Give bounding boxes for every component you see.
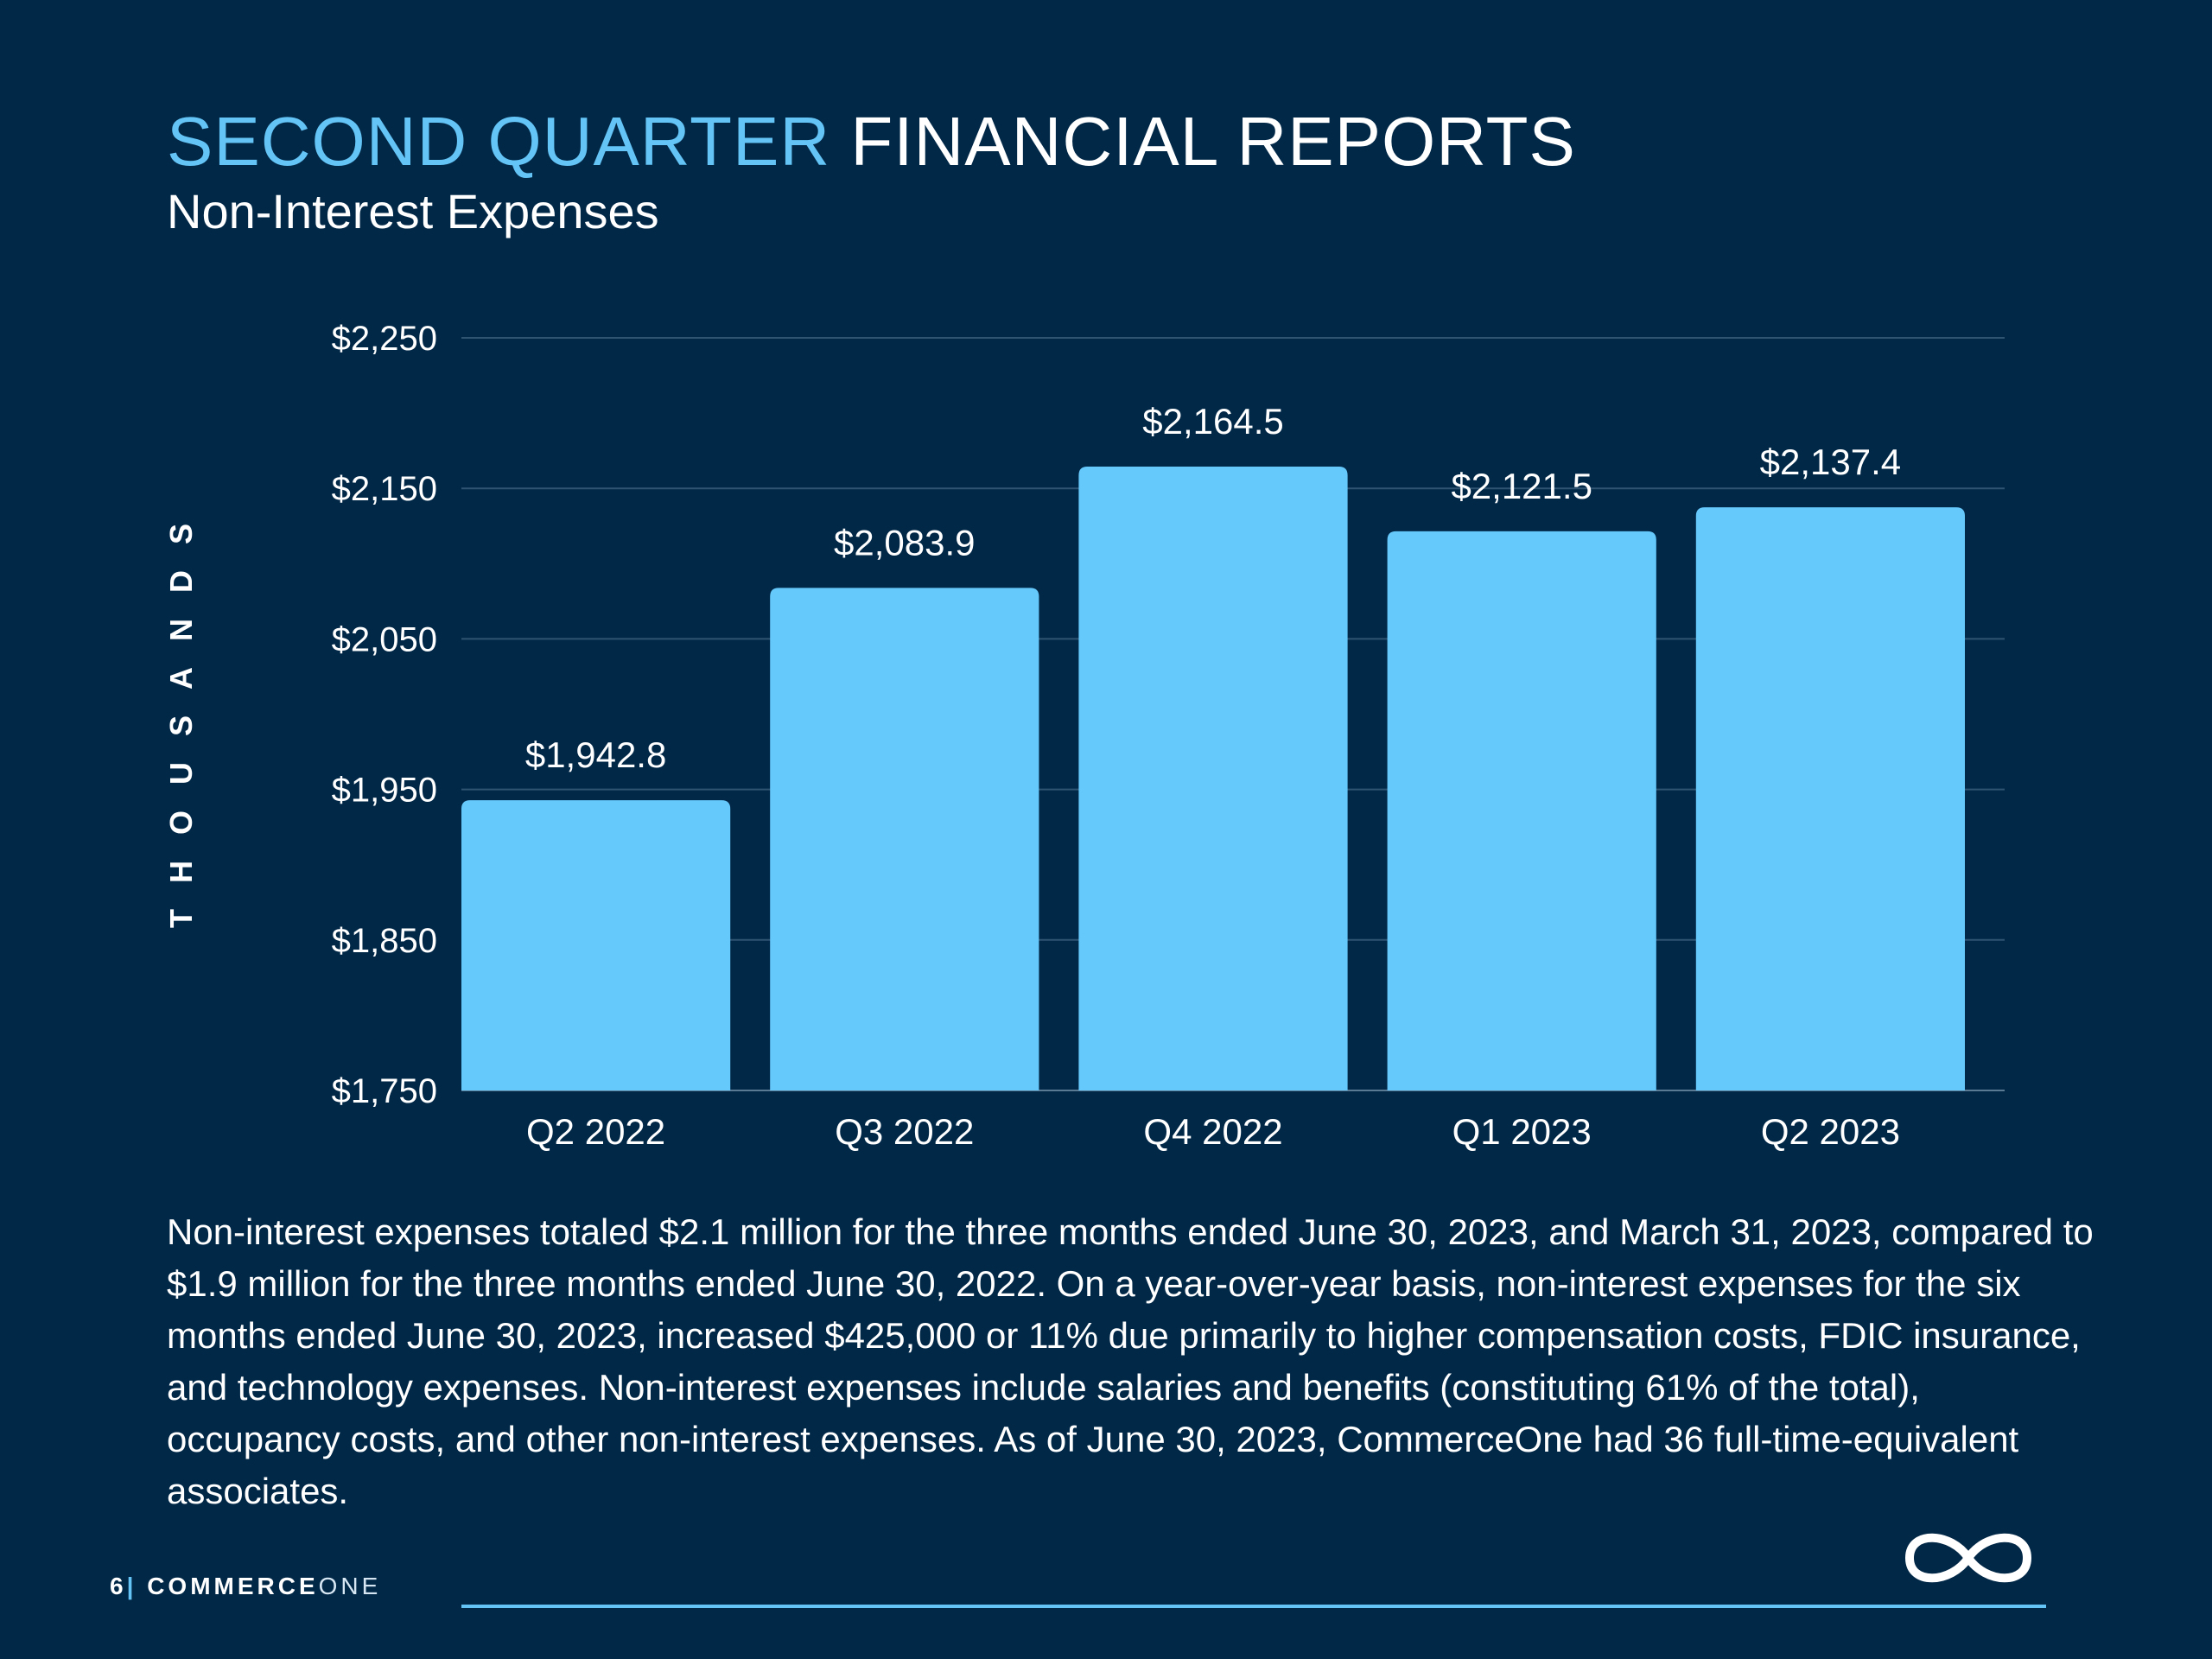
title-accent: SECOND QUARTER bbox=[167, 103, 831, 180]
bar-value-label: $2,083.9 bbox=[834, 522, 976, 563]
x-tick-label: Q3 2022 bbox=[835, 1111, 974, 1152]
footer-separator: | bbox=[126, 1573, 137, 1599]
x-tick-label: Q2 2023 bbox=[1761, 1111, 1900, 1152]
bar bbox=[461, 800, 731, 1090]
title-rest: FINANCIAL REPORTS bbox=[850, 103, 1576, 180]
description-paragraph: Non-interest expenses totaled $2.1 milli… bbox=[167, 1211, 2094, 1511]
infinity-icon bbox=[1905, 1533, 2031, 1583]
bar-value-label: $2,164.5 bbox=[1142, 401, 1284, 442]
page-number: 6 bbox=[110, 1573, 127, 1599]
bar bbox=[1695, 507, 1965, 1090]
bar bbox=[770, 588, 1039, 1090]
x-tick-label: Q4 2022 bbox=[1143, 1111, 1282, 1152]
bar bbox=[1078, 466, 1348, 1090]
footer-rule bbox=[461, 1605, 2046, 1608]
bar-value-label: $2,121.5 bbox=[1451, 466, 1592, 506]
page-title: SECOND QUARTER FINANCIAL REPORTS bbox=[167, 99, 1576, 185]
y-tick-label: $2,250 bbox=[332, 320, 437, 358]
y-tick-label: $1,950 bbox=[332, 772, 437, 810]
y-tick-label: $2,050 bbox=[332, 620, 437, 658]
brand-name-light: ONE bbox=[318, 1573, 382, 1599]
bars bbox=[461, 466, 1965, 1090]
bar bbox=[1387, 531, 1656, 1090]
x-tick-label: Q1 2023 bbox=[1452, 1111, 1592, 1152]
footer-brand: 6| COMMERCEONE bbox=[110, 1573, 381, 1600]
y-tick-label: $1,750 bbox=[332, 1072, 437, 1110]
y-tick-label: $1,850 bbox=[332, 922, 437, 960]
bar-value-label: $2,137.4 bbox=[1760, 442, 1902, 482]
labels: $1,750 $1,850 $1,950 $2,050 $2,150 $2,250 $1,9… bbox=[332, 320, 1901, 1152]
brand-name-bold: COMMERCE bbox=[147, 1573, 319, 1599]
bar-value-label: $1,942.8 bbox=[525, 734, 667, 775]
bar-chart: $1,750 $1,850 $1,950 $2,050 $2,150 $2,250 $1,9… bbox=[332, 320, 2005, 1152]
x-tick-label: Q2 2022 bbox=[526, 1111, 665, 1152]
page-subtitle: Non-Interest Expenses bbox=[167, 184, 659, 238]
y-tick-label: $2,150 bbox=[332, 470, 437, 508]
